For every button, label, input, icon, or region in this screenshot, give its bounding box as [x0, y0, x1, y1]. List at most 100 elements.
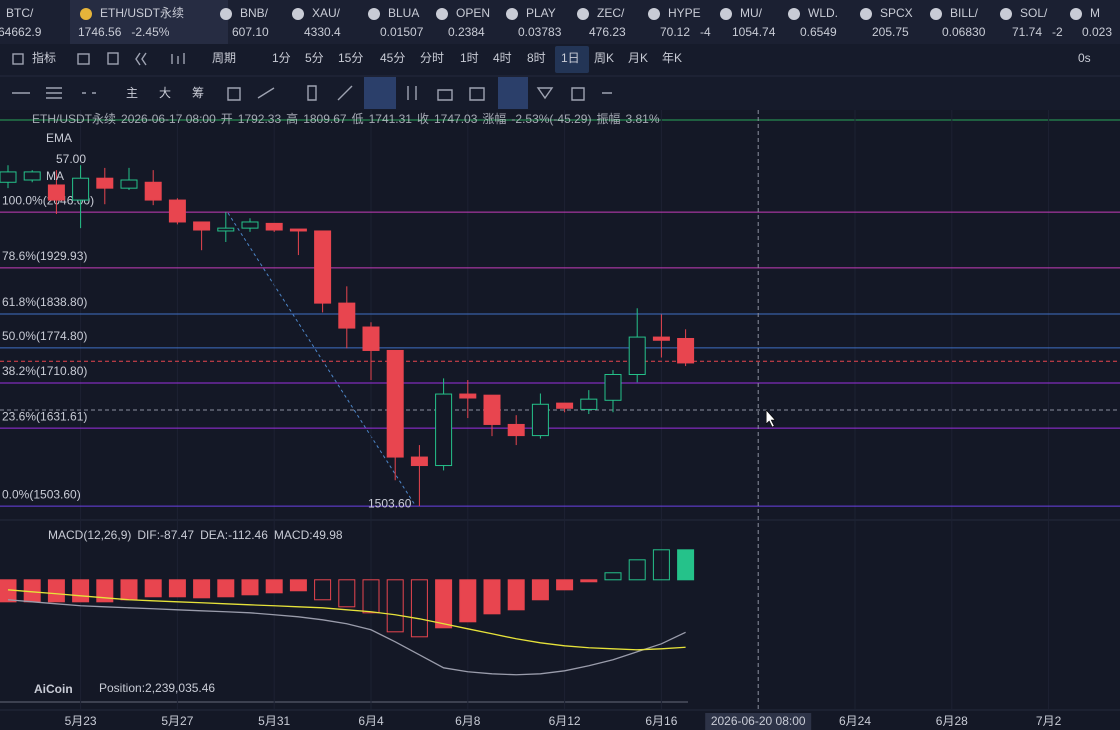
- ticker-icon: [436, 8, 448, 20]
- dea-line: [7, 589, 686, 651]
- ticker-price[interactable]: 0.023: [1082, 25, 1112, 39]
- interval-button[interactable]: 45分: [380, 51, 405, 65]
- macd-bar: [677, 549, 695, 581]
- active-tool[interactable]: [498, 77, 528, 109]
- macd-bar: [338, 579, 356, 608]
- ticker-symbol[interactable]: BTC/: [6, 6, 34, 20]
- ticker-symbol[interactable]: BILL/: [950, 6, 979, 20]
- ticker-price[interactable]: 0.6549: [800, 25, 837, 39]
- interval-button[interactable]: 8时: [527, 51, 546, 65]
- ticker-price[interactable]: 0.2384: [448, 25, 485, 39]
- ticker-price[interactable]: 607.10: [232, 25, 269, 39]
- candle-body: [338, 302, 356, 329]
- toolbar-icons: [12, 52, 612, 101]
- ticker-price[interactable]: 0.01507: [380, 25, 424, 39]
- macd-bar: [96, 579, 114, 603]
- macd-bar: [556, 579, 574, 591]
- ticker-price[interactable]: 70.12: [660, 25, 690, 39]
- ticker-price[interactable]: 0.06830: [942, 25, 986, 39]
- ticker-symbol[interactable]: ZEC/: [597, 6, 625, 20]
- legend-change-label: 涨幅: [482, 111, 506, 126]
- ticker-symbol[interactable]: XAU/: [312, 6, 341, 20]
- date-label: 6月16: [645, 714, 677, 728]
- candle-body: [386, 349, 404, 458]
- candle-body: [72, 177, 90, 201]
- interval-button[interactable]: 年K: [662, 51, 682, 65]
- interval-button[interactable]: 1分: [272, 51, 291, 65]
- ticker-price[interactable]: 71.74: [1012, 25, 1042, 39]
- ticker-symbol[interactable]: ETH/USDT永续: [100, 6, 184, 20]
- candle-body: [241, 221, 259, 229]
- fib-label: 38.2%(1710.80): [2, 364, 87, 378]
- candle-body: [120, 179, 138, 189]
- interval-button[interactable]: 15分: [338, 51, 363, 65]
- ticker-icon: [788, 8, 800, 20]
- candle-body: [677, 337, 695, 364]
- dif-line: [7, 599, 686, 676]
- trend-line: [227, 212, 416, 506]
- indicators-button[interactable]: 指标: [32, 50, 56, 65]
- candle-body: [193, 221, 211, 231]
- interval-button[interactable]: 4时: [493, 51, 512, 65]
- date-label: 6月4: [358, 714, 384, 728]
- ticker-price[interactable]: 1746.56: [78, 25, 122, 39]
- candle-body: [362, 326, 380, 351]
- macd-bar: [72, 579, 90, 603]
- ticker-symbol[interactable]: BNB/: [240, 6, 269, 20]
- macd-bar: [531, 579, 549, 601]
- active-tool[interactable]: [364, 77, 396, 109]
- crosshair-date: 2026-06-20 08:00: [711, 714, 806, 728]
- ticker-icon: [577, 8, 589, 20]
- ticker-symbol[interactable]: BLUA: [388, 6, 419, 20]
- ticker-price[interactable]: 4330.4: [304, 25, 341, 39]
- period-button[interactable]: 周期: [212, 51, 236, 65]
- candle-body: [435, 393, 453, 467]
- ticker-price[interactable]: 64662.9: [0, 25, 42, 39]
- candle-body: [531, 403, 549, 437]
- tool-button[interactable]: 主: [126, 86, 138, 100]
- position-label: Position:2,239,035.46: [99, 681, 215, 695]
- date-label: 7月2: [1036, 714, 1062, 728]
- ticker-change: -2: [1052, 25, 1063, 39]
- ticker-symbol[interactable]: WLD.: [808, 6, 838, 20]
- ticker-price[interactable]: 205.75: [872, 25, 909, 39]
- ticker-price[interactable]: 476.23: [589, 25, 626, 39]
- macd-bar: [120, 579, 138, 601]
- ticker-icon: [860, 8, 872, 20]
- selected-ticker[interactable]: [70, 0, 228, 44]
- ticker-symbol[interactable]: M: [1090, 6, 1100, 20]
- fib-label: 23.6%(1631.61): [2, 409, 87, 423]
- macd-bar: [410, 579, 428, 638]
- interval-button[interactable]: 月K: [628, 51, 648, 65]
- crosshair-date-box: [705, 713, 812, 730]
- tool-button[interactable]: 筹: [192, 86, 204, 100]
- ticker-icon: [1070, 8, 1082, 20]
- tool-button[interactable]: 大: [159, 86, 171, 100]
- interval-button[interactable]: 周K: [594, 51, 614, 65]
- ticker-symbol[interactable]: PLAY: [526, 6, 556, 20]
- macd-bar: [362, 579, 380, 614]
- candle-body: [96, 177, 114, 189]
- ticker-symbol[interactable]: SPCX: [880, 6, 913, 20]
- ticker-symbol[interactable]: MU/: [740, 6, 763, 20]
- candle-body: [168, 199, 186, 223]
- ticker-symbol[interactable]: HYPE: [668, 6, 701, 20]
- date-label: 5月31: [258, 714, 290, 728]
- ticker-price[interactable]: 1054.74: [732, 25, 776, 39]
- ticker-symbol[interactable]: SOL/: [1020, 6, 1048, 20]
- ticker-price[interactable]: 0.03783: [518, 25, 562, 39]
- candle-body: [217, 227, 235, 232]
- legend-low: 1741.31: [369, 112, 413, 126]
- interval-button[interactable]: 5分: [305, 51, 324, 65]
- date-label: 5月27: [161, 714, 193, 728]
- ticker-symbol[interactable]: OPEN: [456, 6, 490, 20]
- interval-button[interactable]: 分时: [420, 51, 444, 65]
- macd-bar: [628, 559, 646, 581]
- interval-button[interactable]: 1日: [561, 51, 580, 65]
- legend-amp-label: 振幅: [596, 111, 620, 126]
- macd-bar: [265, 579, 283, 594]
- legend-change: -2.53%(-45.29): [511, 112, 591, 126]
- interval-selected: [555, 46, 589, 73]
- candle-body: [459, 393, 477, 399]
- interval-button[interactable]: 1时: [460, 51, 479, 65]
